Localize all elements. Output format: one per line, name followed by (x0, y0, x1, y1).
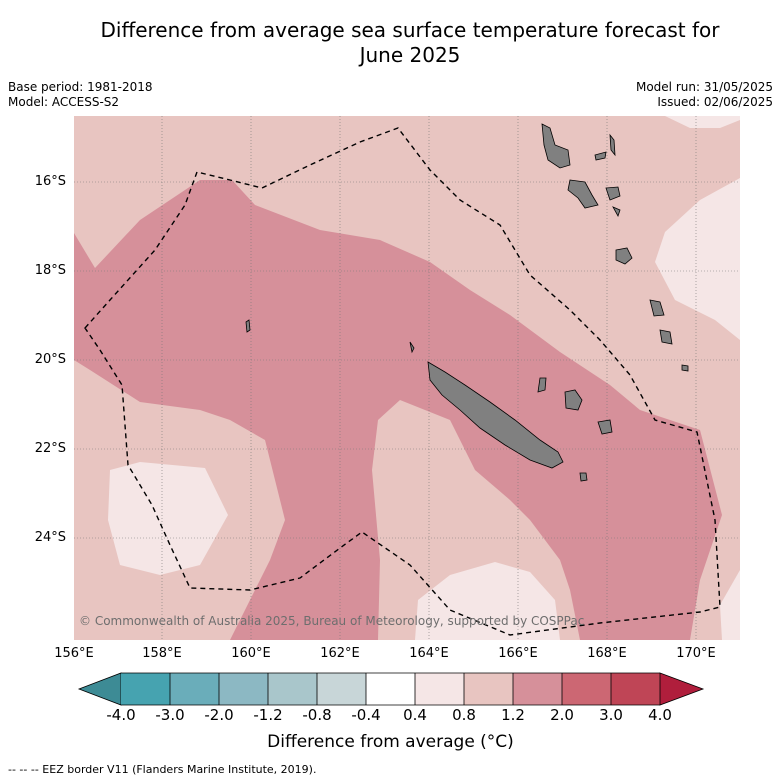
colorbar-tick-1: -4.0 (106, 706, 136, 724)
colorbar (77, 672, 705, 706)
island-reef-2 (409, 341, 415, 354)
colorbar-segment-5 (317, 673, 366, 705)
issued-date: Issued: 02/06/2025 (657, 95, 773, 109)
colorbar-segment-9 (513, 673, 562, 705)
map-title: Difference from average sea surface temp… (60, 18, 760, 68)
lon-label-164e: 164°E (409, 646, 449, 661)
eez-border (84, 127, 721, 636)
anomaly-region-mild-top (665, 116, 740, 128)
colorbar-tick-2: -3.0 (155, 706, 185, 724)
island-vanuatu-7 (615, 247, 633, 265)
colorbar-segment-2 (170, 673, 219, 705)
colorbar-segment-6 (366, 673, 415, 705)
anomaly-region-mild-se (720, 570, 740, 640)
anomaly-region-mild-ne (655, 178, 740, 340)
new-caledonia-island (427, 361, 564, 469)
anomaly-region-mild-sw (108, 462, 228, 575)
island-east-1 (649, 299, 665, 317)
island-loyalty-2 (597, 419, 613, 435)
anomaly-region-warm (74, 180, 722, 640)
island-vanuatu-north (541, 123, 571, 169)
lon-label-162e: 162°E (320, 646, 360, 661)
colorbar-extend-low (77, 672, 122, 706)
island-south-1 (579, 472, 588, 482)
island-vanuatu-5 (605, 186, 621, 201)
colorbar-segment-3 (219, 673, 268, 705)
colorbar-segment-4 (268, 673, 317, 705)
lon-label-156e: 156°E (54, 646, 94, 661)
colorbar-segment-11 (611, 673, 660, 705)
copyright-text: © Commonwealth of Australia 2025, Bureau… (79, 614, 585, 628)
map-area (74, 116, 740, 640)
lon-label-160e: 160°E (231, 646, 271, 661)
eez-footnote: -- -- -- EEZ border V11 (Flanders Marine… (8, 763, 317, 776)
lat-label-16s: 16°S (34, 174, 66, 189)
colorbar-segment-8 (464, 673, 513, 705)
colorbar-title: Difference from average (°C) (267, 732, 514, 752)
land-masses (245, 123, 689, 482)
colorbar-extend-high (659, 672, 705, 706)
colorbar-tick-4: -1.2 (253, 706, 283, 724)
lon-label-170e: 170°E (676, 646, 716, 661)
lon-label-168e: 168°E (587, 646, 627, 661)
lon-label-158e: 158°E (142, 646, 182, 661)
island-vanuatu-4 (567, 179, 599, 209)
island-reef-1 (245, 319, 251, 333)
base-period: Base period: 1981-2018 (8, 80, 153, 94)
model-name: Model: ACCESS-S2 (8, 95, 120, 109)
lat-label-22s: 22°S (34, 441, 66, 456)
island-vanuatu-2 (594, 151, 607, 161)
meta-right: Model run: 31/05/2025 Issued: 02/06/2025 (636, 80, 773, 110)
colorbar-tick-3: -2.0 (204, 706, 234, 724)
lat-label-18s: 18°S (34, 263, 66, 278)
title-line-2: June 2025 (359, 43, 461, 67)
island-loyalty-3 (537, 377, 547, 393)
model-run: Model run: 31/05/2025 (635, 80, 773, 94)
lon-label-166e: 166°E (498, 646, 538, 661)
colorbar-tick-7: 0.4 (403, 706, 427, 724)
island-vanuatu-3 (609, 133, 616, 157)
lat-label-24s: 24°S (34, 530, 66, 545)
colorbar-tick-6: -0.4 (351, 706, 381, 724)
colorbar-tick-11: 3.0 (599, 706, 623, 724)
anomaly-region-mild-s (415, 562, 560, 640)
colorbar-tick-5: -0.8 (302, 706, 332, 724)
colorbar-segment-7 (415, 673, 464, 705)
colorbar-tick-12: 4.0 (648, 706, 672, 724)
colorbar-tick-10: 2.0 (550, 706, 574, 724)
meta-left: Base period: 1981-2018 Model: ACCESS-S2 (8, 80, 153, 110)
island-east-2 (659, 329, 673, 345)
island-east-3 (681, 364, 689, 372)
graticule (74, 116, 740, 640)
colorbar-segment-10 (562, 673, 611, 705)
colorbar-tick-9: 1.2 (501, 706, 525, 724)
colorbar-dividers (121, 672, 660, 706)
colorbar-tick-8: 0.8 (452, 706, 476, 724)
island-vanuatu-6 (612, 206, 621, 217)
title-line-1: Difference from average sea surface temp… (100, 18, 720, 42)
island-loyalty-1 (564, 389, 583, 411)
colorbar-segment-1 (121, 673, 170, 705)
lat-label-20s: 20°S (34, 352, 66, 367)
